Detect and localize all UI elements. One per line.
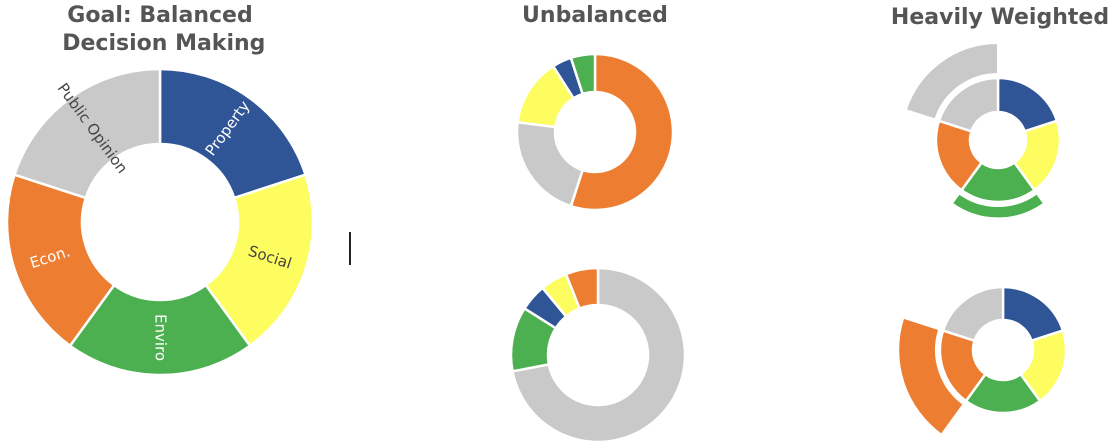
- donut-segment: [941, 285, 1005, 343]
- donut-segment: [564, 266, 600, 311]
- donut-segment: [515, 120, 585, 208]
- donut-segment: [937, 76, 1000, 133]
- segment-label: Enviro: [152, 314, 170, 361]
- weight-band: [897, 316, 966, 437]
- donut-segment: [158, 67, 308, 200]
- donut-segment: [12, 67, 162, 200]
- chart-title: Goal: Balanced Decision Making: [55, 3, 266, 56]
- donut-segment: [204, 173, 315, 348]
- donut-segment: [511, 266, 687, 444]
- weight-band: [950, 191, 1046, 220]
- chart-title: Unbalanced: [522, 3, 668, 28]
- donut-segment: [5, 173, 116, 348]
- donut-segment: [569, 52, 597, 96]
- weight-band: [904, 41, 999, 121]
- donut-segment: [569, 52, 675, 212]
- donut-segment: [68, 283, 252, 377]
- chart-title: Heavily Weighted: [891, 5, 1109, 30]
